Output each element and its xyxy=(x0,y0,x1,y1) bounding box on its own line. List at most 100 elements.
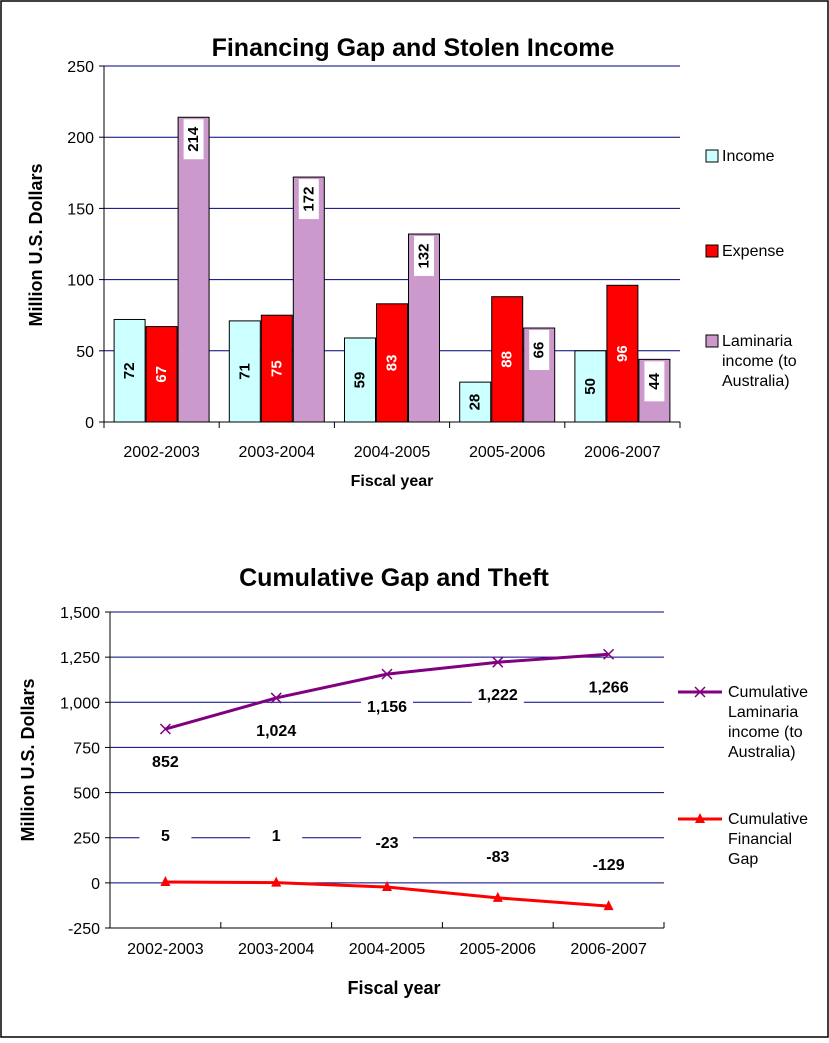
chart-title: Cumulative Gap and Theft xyxy=(239,564,549,592)
x-tick-label: 2006-2007 xyxy=(570,941,647,958)
data-label-box xyxy=(414,236,434,277)
x-tick-label: 2003-2004 xyxy=(239,444,316,461)
y-tick-label: 0 xyxy=(91,876,100,893)
bar xyxy=(177,116,210,423)
data-label: 67 xyxy=(153,366,170,383)
bar xyxy=(113,318,146,423)
data-label: 50 xyxy=(582,378,599,395)
data-label-box xyxy=(298,179,319,220)
data-point-marker xyxy=(381,668,393,680)
data-label-box xyxy=(250,718,303,741)
data-label: 5 xyxy=(161,828,170,845)
data-label: 72 xyxy=(121,362,138,379)
legend-label: Cumulative Financial Gap xyxy=(728,811,808,868)
bar xyxy=(376,303,408,423)
x-axis-label: Fiscal year xyxy=(351,473,434,490)
data-label-box xyxy=(644,361,665,402)
data-label: 1 xyxy=(272,828,281,845)
data-label-box xyxy=(361,695,413,718)
data-label: 71 xyxy=(236,363,253,380)
data-label: -83 xyxy=(486,849,509,866)
data-point-marker xyxy=(270,692,282,704)
legend-label: Cumulative Laminaria income (to Australia) xyxy=(728,684,808,761)
bar xyxy=(523,327,556,423)
y-axis-label: Million U.S. Dollars xyxy=(18,678,38,841)
x-axis-label: Fiscal year xyxy=(347,978,440,998)
x-tick-label: 2002-2003 xyxy=(123,444,200,461)
y-axis-label: Million U.S. Dollars xyxy=(26,163,46,326)
y-tick-label: 1,250 xyxy=(60,650,100,667)
y-tick-label: 1,000 xyxy=(60,695,100,712)
y-tick-label: 250 xyxy=(67,59,94,76)
data-label: 852 xyxy=(152,754,179,771)
data-label-box xyxy=(582,853,635,875)
data-point-marker xyxy=(492,656,504,668)
data-label-box xyxy=(139,824,192,846)
y-tick-label: 200 xyxy=(67,130,94,147)
y-tick-label: 750 xyxy=(73,740,100,757)
data-label: 88 xyxy=(499,351,516,368)
data-label: 75 xyxy=(268,360,285,377)
data-label: -129 xyxy=(593,857,625,874)
y-tick-label: 50 xyxy=(76,344,94,361)
x-tick-label: 2002-2003 xyxy=(127,941,204,958)
x-tick-label: 2004-2005 xyxy=(349,941,426,958)
data-label: 1,024 xyxy=(256,723,296,740)
data-point-marker xyxy=(603,900,614,911)
y-tick-label: 1,500 xyxy=(60,605,100,622)
data-point-marker xyxy=(603,648,615,660)
data-label: 1,266 xyxy=(589,679,629,696)
y-tick-label: 500 xyxy=(73,786,100,803)
bar xyxy=(260,314,293,423)
y-tick-label: 0 xyxy=(85,415,94,432)
data-point-marker xyxy=(159,723,171,735)
data-label: 44 xyxy=(646,372,663,389)
data-label: 59 xyxy=(352,372,369,389)
bar xyxy=(574,350,607,423)
y-tick-label: -250 xyxy=(68,921,100,938)
data-label-box xyxy=(529,330,550,371)
bar xyxy=(344,337,376,423)
x-tick-label: 2003-2004 xyxy=(238,941,315,958)
data-label: 96 xyxy=(614,345,631,362)
data-label-box xyxy=(361,831,413,853)
data-label: 83 xyxy=(384,355,401,372)
data-label: 66 xyxy=(531,342,548,359)
legend-swatch xyxy=(705,244,719,258)
x-tick-label: 2004-2005 xyxy=(354,444,431,461)
data-label: 132 xyxy=(416,244,433,269)
x-tick-label: 2005-2006 xyxy=(469,444,546,461)
data-label-box xyxy=(471,845,524,867)
data-point-marker xyxy=(492,891,503,902)
bar xyxy=(491,296,524,423)
legend-marker xyxy=(695,813,705,823)
legend-label: Laminaria income (to Australia) xyxy=(722,333,797,390)
bar xyxy=(145,326,178,423)
legend-marker xyxy=(694,686,706,698)
x-tick-label: 2005-2006 xyxy=(460,941,537,958)
line-chart: Cumulative Gap and Theft -250 0 250 500 750 1,… xyxy=(18,564,808,998)
data-point-marker xyxy=(382,881,392,892)
legend-swatch xyxy=(705,149,719,163)
data-label-box xyxy=(250,824,303,846)
data-label: 1,222 xyxy=(478,687,518,704)
data-label: -23 xyxy=(375,835,398,852)
data-label: 214 xyxy=(185,126,202,152)
data-label: 1,156 xyxy=(367,699,407,716)
legend-label: Expense xyxy=(722,243,784,260)
y-tick-label: 150 xyxy=(67,201,94,218)
y-tick-label: 250 xyxy=(73,831,100,848)
data-point-marker xyxy=(271,876,282,887)
data-label: 28 xyxy=(467,394,484,411)
legend-swatch xyxy=(705,334,719,348)
y-tick-label: 100 xyxy=(67,273,94,290)
bar xyxy=(459,381,492,423)
chart-title: Financing Gap and Stolen Income xyxy=(212,34,615,62)
bar-chart: Financing Gap and Stolen Income 0 50 100 150… xyxy=(26,34,797,490)
data-label-box xyxy=(582,675,635,698)
data-label: 172 xyxy=(300,187,317,212)
data-label-box xyxy=(139,750,192,773)
